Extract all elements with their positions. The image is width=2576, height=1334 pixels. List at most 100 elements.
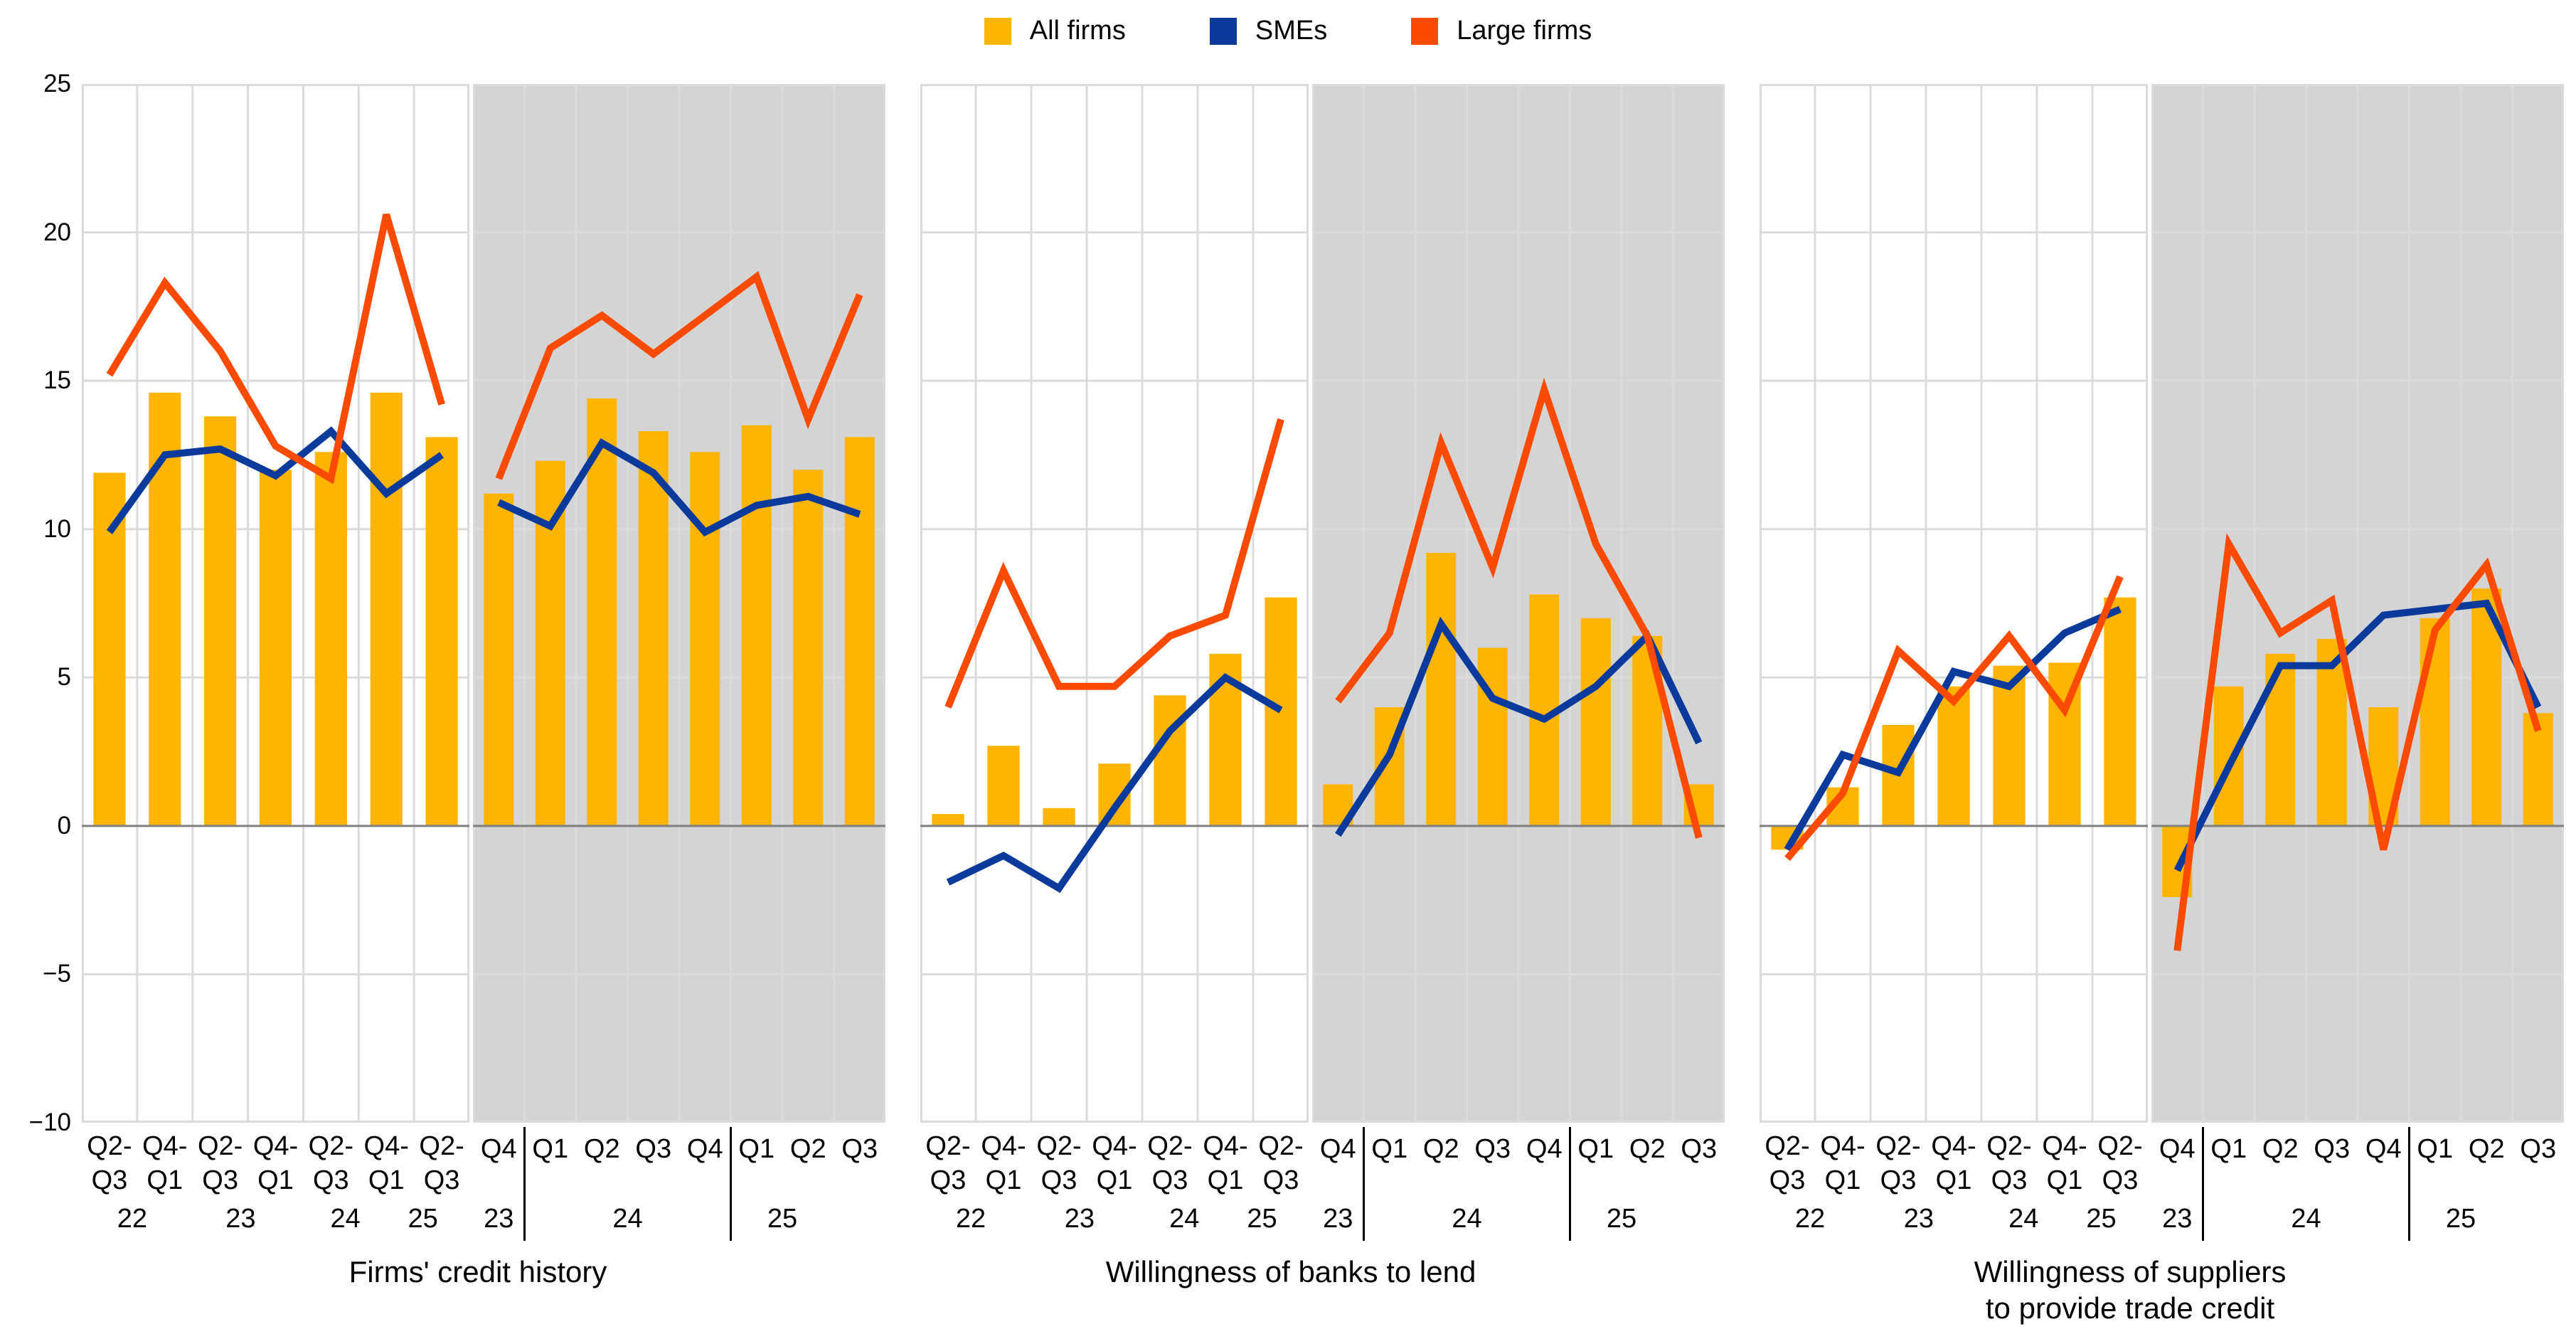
bar-all-firms — [1993, 665, 2026, 826]
x-tick-label: Q3 — [1769, 1165, 1806, 1195]
x-tick-label: Q3 — [930, 1165, 967, 1195]
x-tick-label: Q1 — [2417, 1134, 2454, 1164]
smes-line — [106, 426, 444, 534]
x-axis-willingness-suppliers-quarterly: Q4 Q1 Q2 Q3 Q4 Q1 Q2 Q3 23 24 25 — [2151, 1127, 2564, 1252]
x-tick-label: Q3 — [635, 1134, 672, 1164]
x-tick-label: Q2- — [1036, 1131, 1082, 1161]
x-tick-label: Q2- — [419, 1131, 464, 1161]
x-tick-label: Q3 — [2520, 1134, 2557, 1164]
panel-firms-credit-history-quarterly — [473, 84, 885, 1123]
bar-all-firms — [844, 437, 875, 826]
year-label: 24 — [2008, 1204, 2039, 1234]
group-title-banks: Willingness of banks to lend — [1105, 1255, 1476, 1288]
year-label: 23 — [1064, 1204, 1095, 1234]
y-tick-label: −5 — [43, 960, 71, 988]
x-tick-label: Q3 — [1991, 1165, 2028, 1195]
smes-line — [497, 438, 861, 537]
group-title-credit-history: Firms' credit history — [348, 1255, 607, 1288]
x-tick-label: Q4 — [1319, 1134, 1356, 1164]
x-tick-label: Q3 — [202, 1165, 238, 1195]
x-tick-label: Q4 — [1526, 1134, 1563, 1164]
year-separator-line — [2202, 1127, 2204, 1241]
bar-all-firms — [2523, 713, 2553, 826]
panel-willingness-suppliers-biannual — [1760, 84, 2148, 1123]
x-tick-label: Q3 — [2102, 1165, 2139, 1195]
bar-all-firms — [1937, 686, 1970, 826]
x-axis-firms-credit-history-quarterly: Q4 Q1 Q2 Q3 Q4 Q1 Q2 Q3 23 24 25 — [473, 1127, 885, 1252]
x-tick-label: Q1 — [368, 1165, 405, 1195]
large-firms-line — [495, 271, 863, 480]
bar-all-firms — [370, 392, 403, 826]
year-label: 25 — [1247, 1204, 1277, 1234]
panel-chart-svg — [82, 84, 469, 1123]
x-tick-label: Q1 — [2210, 1134, 2247, 1164]
bar-all-firms — [2316, 639, 2347, 826]
bar-all-firms — [484, 493, 514, 826]
y-tick-label: 0 — [57, 811, 71, 840]
large-firms-line — [106, 213, 445, 485]
x-tick-label: Q3 — [1040, 1165, 1077, 1195]
bar-all-firms — [1580, 618, 1611, 826]
year-label: 25 — [767, 1204, 798, 1234]
smes-line — [2173, 599, 2542, 872]
x-tick-label: Q2 — [583, 1134, 620, 1164]
year-label: 25 — [408, 1204, 438, 1234]
panel-willingness-banks-biannual — [920, 84, 1309, 1123]
bar-all-firms — [1265, 597, 1297, 826]
year-label: 24 — [612, 1204, 643, 1234]
large-firms-swatch-icon — [1411, 17, 1439, 45]
x-tick-label: Q4- — [1820, 1131, 1866, 1161]
bar-all-firms — [1154, 695, 1186, 826]
bar-all-firms — [1043, 808, 1075, 826]
x-tick-label: Q2- — [308, 1131, 354, 1161]
x-tick-label: Q1 — [1577, 1134, 1614, 1164]
x-tick-label: Q2 — [1422, 1134, 1459, 1164]
x-tick-label: Q3 — [423, 1165, 460, 1195]
year-separator-line — [1363, 1127, 1365, 1241]
x-tick-label: Q3 — [2314, 1134, 2351, 1164]
panel-chart-svg — [1760, 84, 2148, 1123]
x-tick-label: Q2- — [1986, 1131, 2032, 1161]
x-tick-label: Q3 — [1681, 1134, 1718, 1164]
x-tick-label: Q1 — [2046, 1165, 2083, 1195]
x-axis-willingness-banks-biannual: Q2- Q4- Q2- Q4- Q2- Q4- Q2- Q3 Q1 Q3 Q1 Q3 Q1 Q3 22 23 2… — [920, 1131, 1309, 1252]
x-tick-label: Q1 — [1371, 1134, 1408, 1164]
x-tick-label: Q4- — [1203, 1131, 1248, 1161]
x-tick-label: Q3 — [1262, 1165, 1299, 1195]
x-tick-label: Q3 — [841, 1134, 878, 1164]
year-label: 23 — [225, 1204, 256, 1234]
year-label: 23 — [1903, 1204, 1934, 1234]
y-tick-label: 10 — [43, 514, 71, 543]
x-tick-label: Q1 — [1207, 1165, 1244, 1195]
large-firms-line — [1784, 575, 2124, 861]
x-tick-label: Q4- — [252, 1131, 299, 1161]
x-tick-label: Q3 — [91, 1165, 128, 1195]
year-label: 23 — [484, 1204, 514, 1234]
year-label: 25 — [2086, 1204, 2117, 1234]
x-axis-willingness-suppliers-biannual: Q2- Q4- Q2- Q4- Q2- Q4- Q2- Q3 Q1 Q3 Q1 Q3 Q1 Q3 22 23 2… — [1760, 1131, 2148, 1252]
bar-all-firms — [690, 452, 720, 826]
x-tick-label: Q4 — [480, 1134, 517, 1164]
x-tick-label: Q2 — [789, 1134, 826, 1164]
x-tick-label: Q3 — [1151, 1165, 1188, 1195]
large-firms-line — [1335, 377, 1703, 839]
x-tick-label: Q1 — [147, 1165, 183, 1195]
year-label: 22 — [955, 1204, 986, 1234]
smes-swatch-icon — [1209, 17, 1237, 45]
bar-all-firms — [987, 746, 1020, 826]
x-tick-label: Q4 — [686, 1134, 723, 1164]
bar-all-firms — [1426, 553, 1457, 826]
x-tick-label: Q2 — [2262, 1134, 2299, 1164]
x-tick-label: Q4 — [2159, 1134, 2196, 1164]
year-label: 24 — [330, 1204, 361, 1234]
x-axis-willingness-banks-quarterly: Q4 Q1 Q2 Q3 Q4 Q1 Q2 Q3 23 24 25 — [1312, 1127, 1725, 1252]
bar-all-firms — [2420, 618, 2450, 826]
x-tick-label: Q4- — [1092, 1131, 1137, 1161]
year-separator-line — [2408, 1127, 2410, 1241]
bar-all-firms — [259, 470, 292, 826]
year-separator-line — [1569, 1127, 1571, 1241]
x-axis-firms-credit-history-biannual: Q2- Q4- Q2- Q4- Q2- Q4- Q2- Q3 Q1 Q3 Q1 Q3 Q1 Q3 22 23 2… — [82, 1131, 469, 1252]
y-tick-label: 15 — [43, 366, 71, 395]
legend-item-large-firms: Large firms — [1411, 16, 1592, 46]
bar-all-firms — [638, 431, 669, 826]
